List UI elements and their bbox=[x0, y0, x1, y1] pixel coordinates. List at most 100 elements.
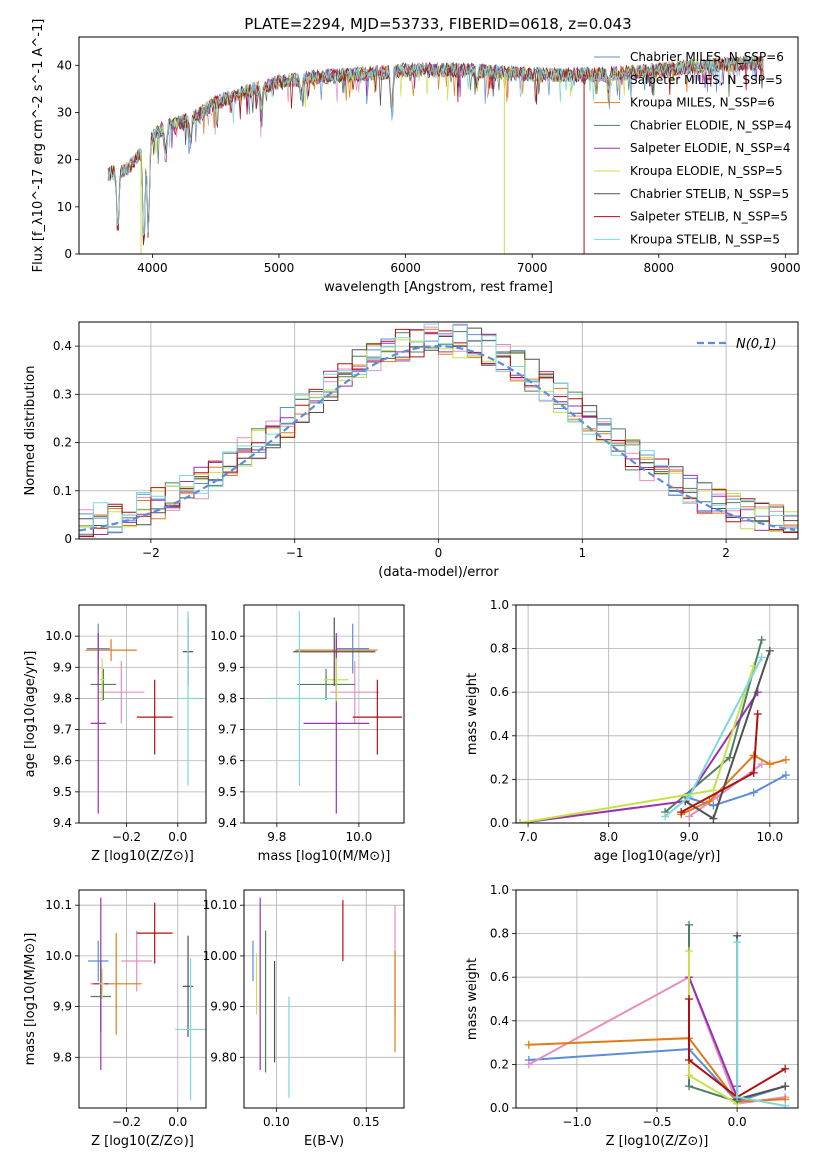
y-tick-label: 9.9 bbox=[218, 660, 237, 674]
y-tick-label: 0 bbox=[64, 247, 72, 261]
mass-weight-marker-kroupa_stelib bbox=[733, 938, 742, 947]
y-tick-label: 20 bbox=[57, 153, 72, 167]
y-tick-label: 10.0 bbox=[45, 949, 72, 963]
legend-label: Kroupa STELIB, N_SSP=5 bbox=[630, 232, 780, 246]
x-tick-label: −1 bbox=[286, 546, 304, 560]
x-tick-label: 10.0 bbox=[756, 830, 783, 844]
legend-label: Chabrier STELIB, N_SSP=5 bbox=[630, 187, 789, 201]
x-tick-label: 0.15 bbox=[353, 1115, 380, 1129]
y-tick-label: 0.4 bbox=[490, 729, 509, 743]
y-tick-label: 9.4 bbox=[218, 816, 237, 830]
x-tick-label: 8000 bbox=[643, 261, 674, 275]
mass-weight-marker-chabrier_miles bbox=[749, 788, 758, 797]
panel-mass_vs_Z: −0.2 0.0 9.8 9.9 10.0 10.1 Z [log10(Z/Z⊙)] mass… bbox=[23, 889, 207, 1149]
y-tick-label: 0 bbox=[64, 532, 72, 546]
y-tick-label: 10.0 bbox=[45, 629, 72, 643]
axes-frame bbox=[515, 889, 799, 1109]
mass-weight-line-salpeter_miles bbox=[688, 763, 763, 818]
x-axis-label: mass [log10(M/M⊙)] bbox=[258, 849, 391, 864]
y-axis-label: mass [log10(M/M⊙)] bbox=[23, 933, 38, 1066]
x-tick-label: 0.10 bbox=[263, 1115, 290, 1129]
panel-age_vs_mass: 9.8 10.0 9.4 9.5 9.6 9.7 9.8 9.9 10.0 mass [log10… bbox=[210, 604, 405, 864]
legend-label: Kroupa ELODIE, N_SSP=5 bbox=[630, 164, 783, 178]
plot-area bbox=[524, 920, 790, 1108]
x-tick-label: 4000 bbox=[137, 261, 168, 275]
x-axis-label: Z [log10(Z/Z⊙)] bbox=[606, 1134, 709, 1149]
panel-mass_vs_ebv: 0.10 0.15 9.80 9.90 10.00 10.10 E(B-V) bbox=[203, 889, 405, 1149]
y-tick-label: 1.0 bbox=[490, 883, 509, 897]
mass-weight-marker-salpeter_stelib bbox=[685, 1056, 694, 1065]
axes-frame bbox=[243, 889, 405, 1109]
y-tick-label: 9.8 bbox=[53, 691, 72, 705]
y-tick-label: 9.6 bbox=[53, 754, 72, 768]
plot-area bbox=[107, 55, 764, 254]
mass-weight-marker-kroupa_stelib bbox=[661, 812, 670, 821]
panel-mw_vs_Z: −1.0 −0.5 0.0 0.0 0.2 0.4 0.6 0.8 1.0 Z [log10(Z/… bbox=[465, 883, 799, 1149]
y-tick-label: 0.8 bbox=[490, 642, 509, 656]
mass-weight-marker-chabrier_elodie bbox=[757, 635, 766, 644]
x-tick-label: 5000 bbox=[264, 261, 295, 275]
axes-frame bbox=[515, 604, 799, 824]
y-tick-label: 9.8 bbox=[53, 1050, 72, 1064]
mass-weight-line-chabrier_miles bbox=[528, 1048, 786, 1103]
y-tick-label: 0.4 bbox=[490, 1014, 509, 1028]
panel-spectrum: 4000 5000 6000 7000 8000 9000 0 10 20 30 40 wavelen… bbox=[31, 19, 801, 295]
y-axis-label: mass weight bbox=[465, 673, 480, 755]
panel-mw_vs_age: 7.0 8.0 9.0 10.0 0.0 0.2 0.4 0.6 0.8 1.0 age [log1… bbox=[465, 598, 799, 864]
axes-frame bbox=[78, 321, 799, 540]
x-tick-label: 9.8 bbox=[267, 830, 286, 844]
mass-weight-marker-chabrier_stelib bbox=[765, 646, 774, 655]
legend-label: Salpeter ELODIE, N_SSP=4 bbox=[630, 141, 791, 155]
x-tick-label: 2 bbox=[722, 546, 730, 560]
legend: Chabrier MILES, N_SSP=6 Salpeter MILES, N… bbox=[594, 50, 792, 246]
y-tick-label: 0.6 bbox=[490, 970, 509, 984]
y-tick-label: 0.2 bbox=[490, 772, 509, 786]
x-tick-label: 9000 bbox=[770, 261, 801, 275]
y-tick-label: 0.6 bbox=[490, 685, 509, 699]
y-tick-label: 40 bbox=[57, 58, 72, 72]
mass-weight-marker-kroupa_miles bbox=[765, 760, 774, 769]
y-tick-label: 9.5 bbox=[53, 785, 72, 799]
x-tick-label: −0.2 bbox=[112, 1115, 141, 1129]
mass-weight-line-kroupa_miles bbox=[528, 1037, 786, 1103]
mass-weight-line-chabrier_elodie bbox=[664, 639, 763, 813]
x-tick-label: 0 bbox=[435, 546, 443, 560]
legend-label: Salpeter STELIB, N_SSP=5 bbox=[630, 210, 788, 224]
figure-title: PLATE=2294, MJD=53733, FIBERID=0618, z=0… bbox=[244, 15, 631, 33]
mass-weight-marker-salpeter_miles bbox=[685, 812, 694, 821]
residual-hist-kroupa_stelib bbox=[79, 323, 798, 533]
x-axis-label: age [log10(age/yr)] bbox=[594, 849, 721, 864]
y-tick-label: 9.9 bbox=[53, 660, 72, 674]
mass-weight-marker-kroupa_miles bbox=[781, 755, 790, 764]
x-tick-label: 9.0 bbox=[680, 830, 699, 844]
axes-frame bbox=[78, 889, 207, 1109]
y-tick-label: 0.2 bbox=[490, 1057, 509, 1071]
x-tick-label: 0.0 bbox=[168, 1115, 187, 1129]
mass-weight-marker-chabrier_stelib bbox=[781, 1082, 790, 1091]
y-axis-label: Normed distribution bbox=[23, 366, 38, 496]
mass-weight-marker-salpeter_miles bbox=[757, 760, 766, 769]
x-axis-label: (data-model)/error bbox=[378, 565, 499, 580]
y-tick-label: 0.8 bbox=[490, 927, 509, 941]
mass-weight-marker-salpeter_stelib bbox=[677, 808, 686, 817]
x-axis-label: Z [log10(Z/Z⊙)] bbox=[91, 849, 194, 864]
plot-area bbox=[252, 897, 396, 1098]
mass-weight-marker-kroupa_stelib bbox=[733, 1093, 742, 1102]
axes-frame bbox=[243, 604, 405, 824]
x-tick-label: −2 bbox=[142, 546, 160, 560]
y-tick-label: 0.1 bbox=[53, 484, 72, 498]
x-tick-label: −0.2 bbox=[112, 830, 141, 844]
mass-weight-line-salpeter_stelib bbox=[688, 999, 786, 1099]
x-tick-label: 10.0 bbox=[346, 830, 373, 844]
y-tick-label: 30 bbox=[57, 105, 72, 119]
mass-weight-marker-kroupa_elodie bbox=[516, 819, 525, 823]
y-tick-label: 9.7 bbox=[218, 723, 237, 737]
y-tick-label: 9.5 bbox=[218, 785, 237, 799]
axes-frame bbox=[78, 36, 799, 255]
plot-area bbox=[87, 897, 206, 1101]
y-tick-label: 9.7 bbox=[53, 723, 72, 737]
y-axis-label: Flux [f_λ10^-17 erg cm^-2 s^-1 A^-1] bbox=[31, 19, 46, 273]
x-axis-label: Z [log10(Z/Z⊙)] bbox=[91, 1134, 194, 1149]
legend-label: Kroupa MILES, N_SSP=6 bbox=[630, 96, 775, 110]
mass-weight-marker-kroupa_elodie bbox=[709, 786, 718, 795]
